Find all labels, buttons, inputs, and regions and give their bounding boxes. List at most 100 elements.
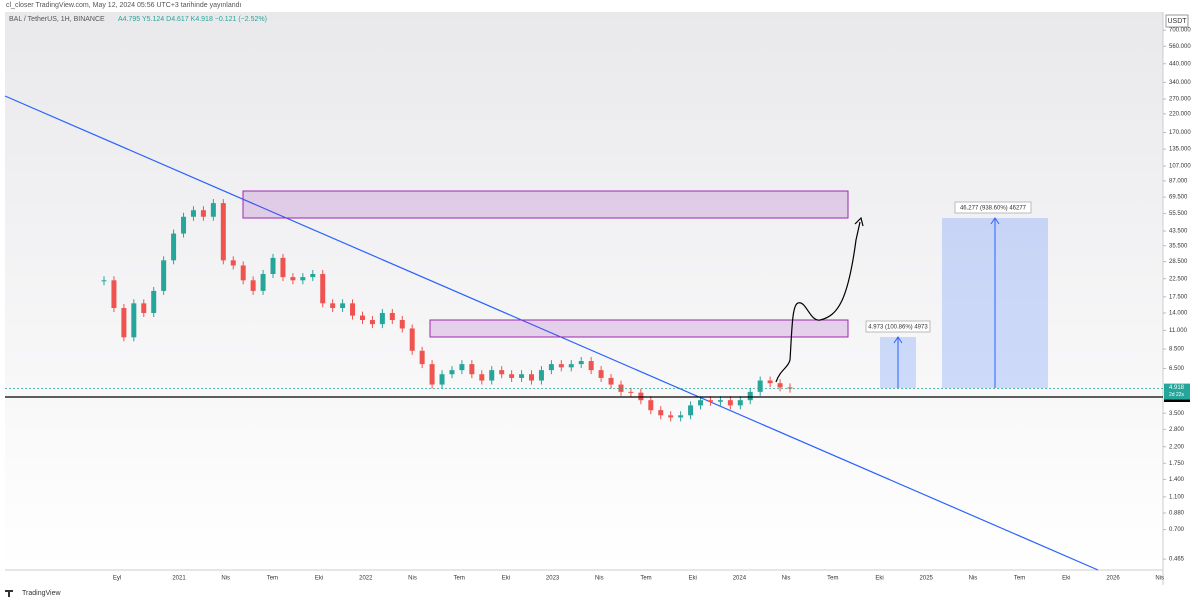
last-price-box (1164, 383, 1190, 400)
y-tick-label: 1.100 (1169, 494, 1185, 500)
candle-body (678, 415, 684, 418)
candle-body (429, 364, 435, 385)
x-tick-label: 2025 (920, 576, 934, 582)
candle-body (757, 380, 763, 392)
candle-body (787, 387, 793, 389)
x-tick-label: Tem (827, 576, 838, 582)
x-tick-label: Tem (640, 576, 651, 582)
candle-body (220, 203, 226, 261)
x-tick-label: Nis (1155, 576, 1164, 582)
x-tick-label: Nis (782, 576, 791, 582)
y-tick-label: 14.000 (1169, 311, 1188, 317)
candle-body (141, 303, 147, 313)
candle-body (121, 307, 127, 338)
candle-body (668, 415, 674, 418)
x-tick-label: Nis (408, 576, 417, 582)
y-tick-label: 220.000 (1169, 111, 1191, 117)
projection-curve[interactable] (775, 221, 861, 383)
annotation-text: 4.973 (100.86%) 4973 (868, 325, 928, 331)
candle-body (658, 410, 664, 416)
y-tick-label: 1.750 (1169, 461, 1185, 467)
candle-body (588, 361, 594, 371)
candle-body (330, 303, 336, 308)
y-tick-label: 700.000 (1169, 28, 1191, 34)
y-tick-label: 0.465 (1169, 557, 1185, 563)
x-tick-label: Eki (315, 576, 323, 582)
candle-body (598, 370, 604, 378)
candle-body (111, 280, 117, 308)
supply-zone[interactable] (242, 190, 849, 219)
x-tick-label: 2022 (359, 576, 373, 582)
candle-body (578, 361, 584, 365)
y-tick-label: 87.000 (1169, 178, 1188, 184)
candle-body (767, 380, 773, 384)
candle-body (538, 370, 544, 381)
candle-body (449, 370, 455, 375)
candle-body (310, 274, 316, 278)
x-tick-label: Eki (502, 576, 510, 582)
candle-body (359, 315, 365, 321)
candle-body (439, 374, 445, 385)
y-tick-label: 35.500 (1169, 243, 1188, 249)
x-tick-label: Tem (267, 576, 278, 582)
y-tick-label: 22.500 (1169, 276, 1188, 282)
x-tick-label: Tem (1014, 576, 1025, 582)
x-tick-label: Eyl (113, 576, 121, 582)
candle-body (369, 320, 375, 325)
y-tick-label: 560.000 (1169, 44, 1191, 50)
candle-body (479, 374, 485, 381)
candle-body (300, 277, 306, 281)
y-tick-label: 8.500 (1169, 347, 1185, 353)
y-tick-label: 3.500 (1169, 411, 1185, 417)
candle-body (489, 370, 495, 381)
candle-body (608, 377, 614, 385)
y-tick-label: 6.500 (1169, 366, 1185, 372)
candle-body (777, 383, 783, 388)
plot-area (5, 12, 1163, 570)
y-tick-label: 2.800 (1169, 427, 1185, 433)
candle-body (379, 312, 385, 325)
y-tick-label: 11.000 (1169, 328, 1188, 334)
candle-body (389, 312, 395, 321)
candle-body (688, 405, 694, 416)
x-tick-label: 2023 (546, 576, 560, 582)
published-text: cl_closer TradingView.com, May 12, 2024 … (6, 2, 242, 9)
y-tick-label: 340.000 (1169, 80, 1191, 86)
x-tick-label: Tem (454, 576, 465, 582)
candle-body (240, 265, 246, 281)
y-tick-label: 55.500 (1169, 211, 1188, 217)
candle-body (727, 400, 733, 406)
currency-text: USDT (1167, 18, 1187, 25)
y-tick-label: 17.500 (1169, 294, 1188, 300)
candle-body (529, 374, 535, 381)
x-tick-label: 2024 (733, 576, 747, 582)
footer-logo (5, 590, 13, 597)
y-tick-label: 43.500 (1169, 229, 1188, 235)
symbol-text: BAL / TetherUS, 1H, BINANCE (9, 16, 105, 23)
candle-body (698, 400, 704, 406)
currency-badge[interactable] (1165, 14, 1189, 28)
candle-body (161, 260, 167, 291)
annotation-box (865, 320, 931, 333)
annotation-box (954, 201, 1032, 214)
y-tick-label: 1.400 (1169, 477, 1185, 483)
x-tick-label: Nis (595, 576, 604, 582)
candle-body (568, 364, 574, 368)
trendline[interactable] (4, 95, 1099, 571)
x-tick-label: Eki (1062, 576, 1070, 582)
supply-zone[interactable] (429, 319, 849, 338)
candle-body (648, 400, 654, 411)
candle-body (290, 277, 296, 281)
y-tick-label: 135.000 (1169, 147, 1191, 153)
candle-body (707, 400, 713, 402)
candle-body (280, 257, 286, 278)
y-tick-label: 0.880 (1169, 511, 1185, 517)
x-tick-label: 2026 (1106, 576, 1120, 582)
arrow-head (990, 217, 1000, 225)
candle-body (628, 391, 634, 393)
candle-body (499, 370, 505, 375)
x-tick-label: Eki (875, 576, 883, 582)
candle-body (399, 320, 405, 329)
candle-body (151, 290, 157, 313)
